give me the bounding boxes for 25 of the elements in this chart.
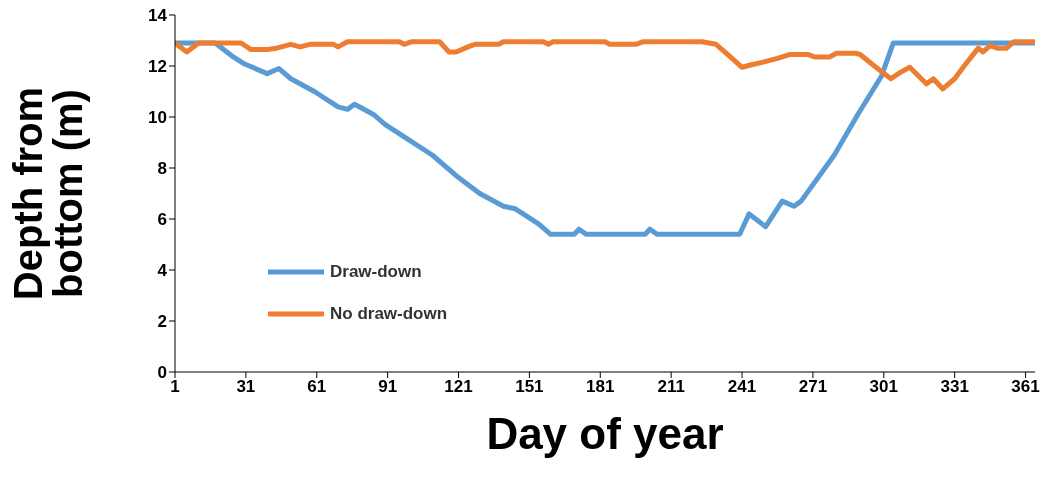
x-tick-label: 61: [307, 377, 327, 397]
legend-label: No draw-down: [330, 304, 448, 324]
y-tick-label: 14: [148, 6, 168, 26]
x-tick-label: 1: [170, 377, 180, 397]
y-tick-label: 8: [157, 159, 167, 179]
y-tick-label: 12: [148, 57, 167, 77]
y-tick-label: 10: [148, 108, 167, 128]
x-tick-label: 241: [727, 377, 757, 397]
legend-label: Draw-down: [330, 262, 422, 282]
x-tick-label: 31: [236, 377, 256, 397]
y-tick-label: 2: [157, 312, 167, 332]
y-tick-label: 0: [157, 363, 167, 383]
x-tick-label: 271: [798, 377, 828, 397]
y-axis-title: Depth from bottom (m): [6, 86, 90, 301]
x-tick-label: 121: [444, 377, 473, 397]
x-tick-label: 331: [940, 377, 969, 397]
x-tick-label: 361: [1011, 377, 1040, 397]
x-axis-title: Day of year: [486, 409, 724, 458]
x-tick-label: 181: [586, 377, 615, 397]
x-tick-label: 151: [515, 377, 544, 397]
x-tick-label: 91: [378, 377, 398, 397]
y-tick-label: 4: [157, 261, 168, 281]
y-tick-label: 6: [157, 210, 167, 230]
x-tick-label: 301: [869, 377, 898, 397]
x-tick-label: 211: [657, 377, 685, 397]
